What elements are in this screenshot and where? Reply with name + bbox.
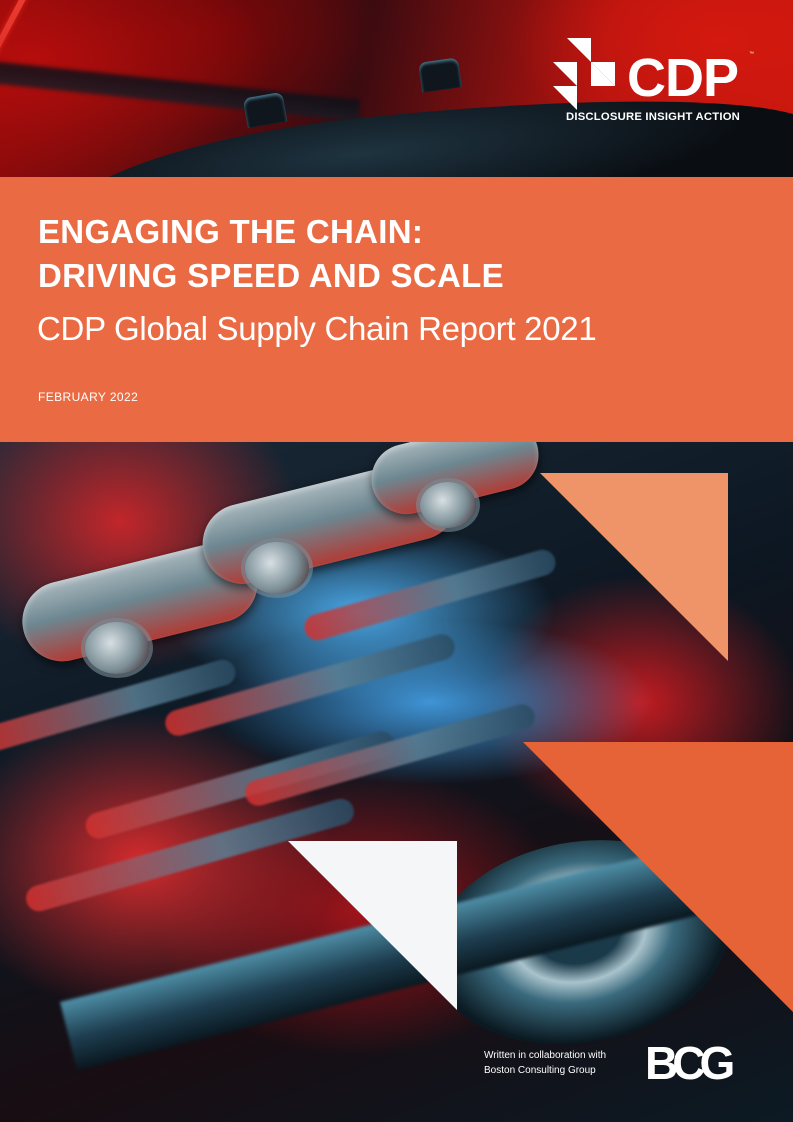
- photo-rod: [0, 60, 361, 122]
- photo-cog: [242, 701, 538, 809]
- bcg-logo: BCG: [645, 1037, 735, 1089]
- title-band: ENGAGING THE CHAIN: DRIVING SPEED AND SC…: [0, 177, 793, 442]
- publication-date: FEBRUARY 2022: [38, 390, 139, 404]
- cdp-logo: CDP ™ DISCLOSURE INSIGHT ACTION: [553, 38, 758, 128]
- chain-pin: [85, 622, 149, 674]
- decorative-triangle-light-orange: [540, 473, 728, 661]
- cover-photo-top: [0, 0, 793, 177]
- collaboration-line-1: Written in collaboration with: [484, 1050, 607, 1061]
- collaboration-line-2: Boston Consulting Group: [484, 1065, 596, 1076]
- decorative-triangle-orange: [523, 742, 793, 1012]
- photo-cog: [82, 728, 398, 842]
- decorative-triangle-white: [288, 841, 457, 1010]
- cdp-wordmark: CDP: [627, 48, 739, 108]
- report-subtitle: CDP Global Supply Chain Report 2021: [37, 310, 597, 347]
- photo-spoke: [0, 0, 46, 177]
- collaboration-credit: Written in collaboration with Boston Con…: [484, 1048, 606, 1078]
- chain-pin: [245, 542, 309, 594]
- photo-gear-tooth: [418, 57, 462, 93]
- chain-pin: [420, 482, 476, 528]
- photo-gear-tooth: [242, 91, 288, 129]
- report-title-line-2: DRIVING SPEED AND SCALE: [38, 257, 504, 294]
- photo-cog: [301, 546, 559, 644]
- cdp-tagline: DISCLOSURE INSIGHT ACTION: [566, 111, 741, 123]
- report-title-line-1: ENGAGING THE CHAIN:: [38, 213, 424, 250]
- cdp-triangles-icon: [553, 38, 615, 110]
- trademark-symbol: ™: [749, 51, 754, 57]
